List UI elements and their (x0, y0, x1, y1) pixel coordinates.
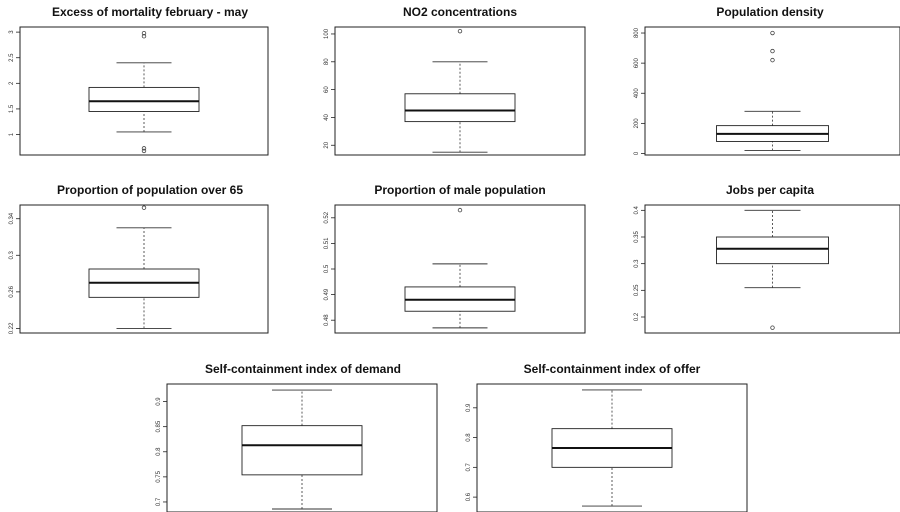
y-tick-label: 0.7 (156, 497, 162, 506)
y-tick-label: 3 (9, 30, 15, 34)
panel-3: Population density 0 200 400 600 800 (634, 5, 900, 156)
y-tick-label: 0.2 (634, 312, 640, 321)
y-tick-label: 0.52 (324, 211, 330, 223)
outlier-point (141, 34, 147, 39)
iqr-box (716, 236, 829, 265)
y-tick-label: 0 (634, 151, 640, 155)
plot-frame (166, 383, 438, 512)
y-tick-label: 20 (324, 141, 330, 148)
y-tick-label: 0.51 (324, 237, 330, 249)
y-tick-label: 0.75 (156, 470, 162, 482)
y-tick-label: 100 (324, 28, 330, 39)
outlier-point (141, 148, 147, 154)
y-tick-label: 0.3 (634, 259, 640, 268)
panel-title: Self-containment index of offer (524, 362, 701, 376)
iqr-box (404, 93, 516, 123)
panel-title: Population density (716, 5, 824, 19)
y-tick-label: 1 (9, 132, 15, 136)
y-tick-label: 0.49 (324, 288, 330, 300)
y-tick-label: 400 (634, 88, 640, 99)
y-tick-label: 0.85 (156, 420, 162, 432)
plot-frame (476, 383, 748, 512)
y-tick-label: 0.6 (466, 492, 472, 501)
y-tick-label: 0.4 (634, 206, 640, 215)
y-tick-label: 0.5 (324, 264, 330, 273)
y-tick-label: 0.9 (466, 403, 472, 412)
y-tick-label: 0.26 (9, 285, 15, 297)
y-tick-label: 0.7 (466, 463, 472, 472)
y-tick-label: 80 (324, 58, 330, 65)
panel-4: Proportion of population over 65 0.22 0.26… (9, 183, 269, 334)
panel-title: NO2 concentrations (403, 5, 517, 19)
outlier-point (141, 146, 147, 151)
outlier-point (457, 207, 463, 213)
y-tick-label: 0.34 (9, 212, 15, 224)
y-tick-label: 2 (9, 81, 15, 85)
y-tick-label: 0.8 (156, 447, 162, 456)
panel-6: Jobs per capita 0.2 0.25 0.3 0.35 0.4 (634, 183, 900, 334)
panel-title: Jobs per capita (726, 183, 814, 197)
panel-5: Proportion of male population 0.48 0.49 0.5… (324, 183, 586, 334)
y-tick-label: 600 (634, 57, 640, 68)
y-tick-label: 0.35 (634, 231, 640, 243)
outlier-point (770, 30, 775, 36)
outlier-point (457, 28, 463, 34)
outlier-point (770, 325, 775, 330)
y-tick-label: 0.22 (9, 322, 15, 334)
outlier-point (770, 57, 775, 63)
y-tick-label: 60 (324, 86, 330, 93)
plot-frame (334, 26, 586, 156)
outlier-point (141, 205, 147, 210)
plot-frame (644, 204, 900, 334)
panel-8: Self-containment index of offer 0.6 0.7 0.8… (466, 362, 748, 512)
panel-title: Proportion of male population (374, 183, 545, 197)
y-tick-label: 200 (634, 118, 640, 129)
plot-frame (19, 204, 269, 334)
iqr-box (241, 425, 363, 476)
panel-7: Self-containment index of demand 0.7 0.75 0… (156, 362, 438, 512)
panel-2: NO2 concentrations 20 40 60 80 100 (324, 5, 586, 156)
y-tick-label: 0.8 (466, 433, 472, 442)
panel-1: Excess of mortality february - may 1 1.5 2 2… (9, 5, 269, 156)
y-tick-label: 0.48 (324, 314, 330, 326)
y-tick-label: 2.5 (9, 53, 15, 62)
y-tick-label: 800 (634, 27, 640, 38)
y-tick-label: 0.9 (156, 397, 162, 406)
panel-title: Excess of mortality february - may (52, 5, 248, 19)
plot-frame (19, 26, 269, 156)
panel-title: Proportion of population over 65 (57, 183, 243, 197)
y-tick-label: 40 (324, 113, 330, 120)
panel-title: Self-containment index of demand (205, 362, 401, 376)
outlier-point (770, 48, 775, 54)
y-tick-label: 0.3 (9, 250, 15, 259)
outlier-point (141, 30, 147, 36)
y-tick-label: 1.5 (9, 104, 15, 113)
plot-frame (644, 26, 900, 156)
iqr-box (88, 86, 200, 112)
y-tick-label: 0.25 (634, 284, 640, 296)
